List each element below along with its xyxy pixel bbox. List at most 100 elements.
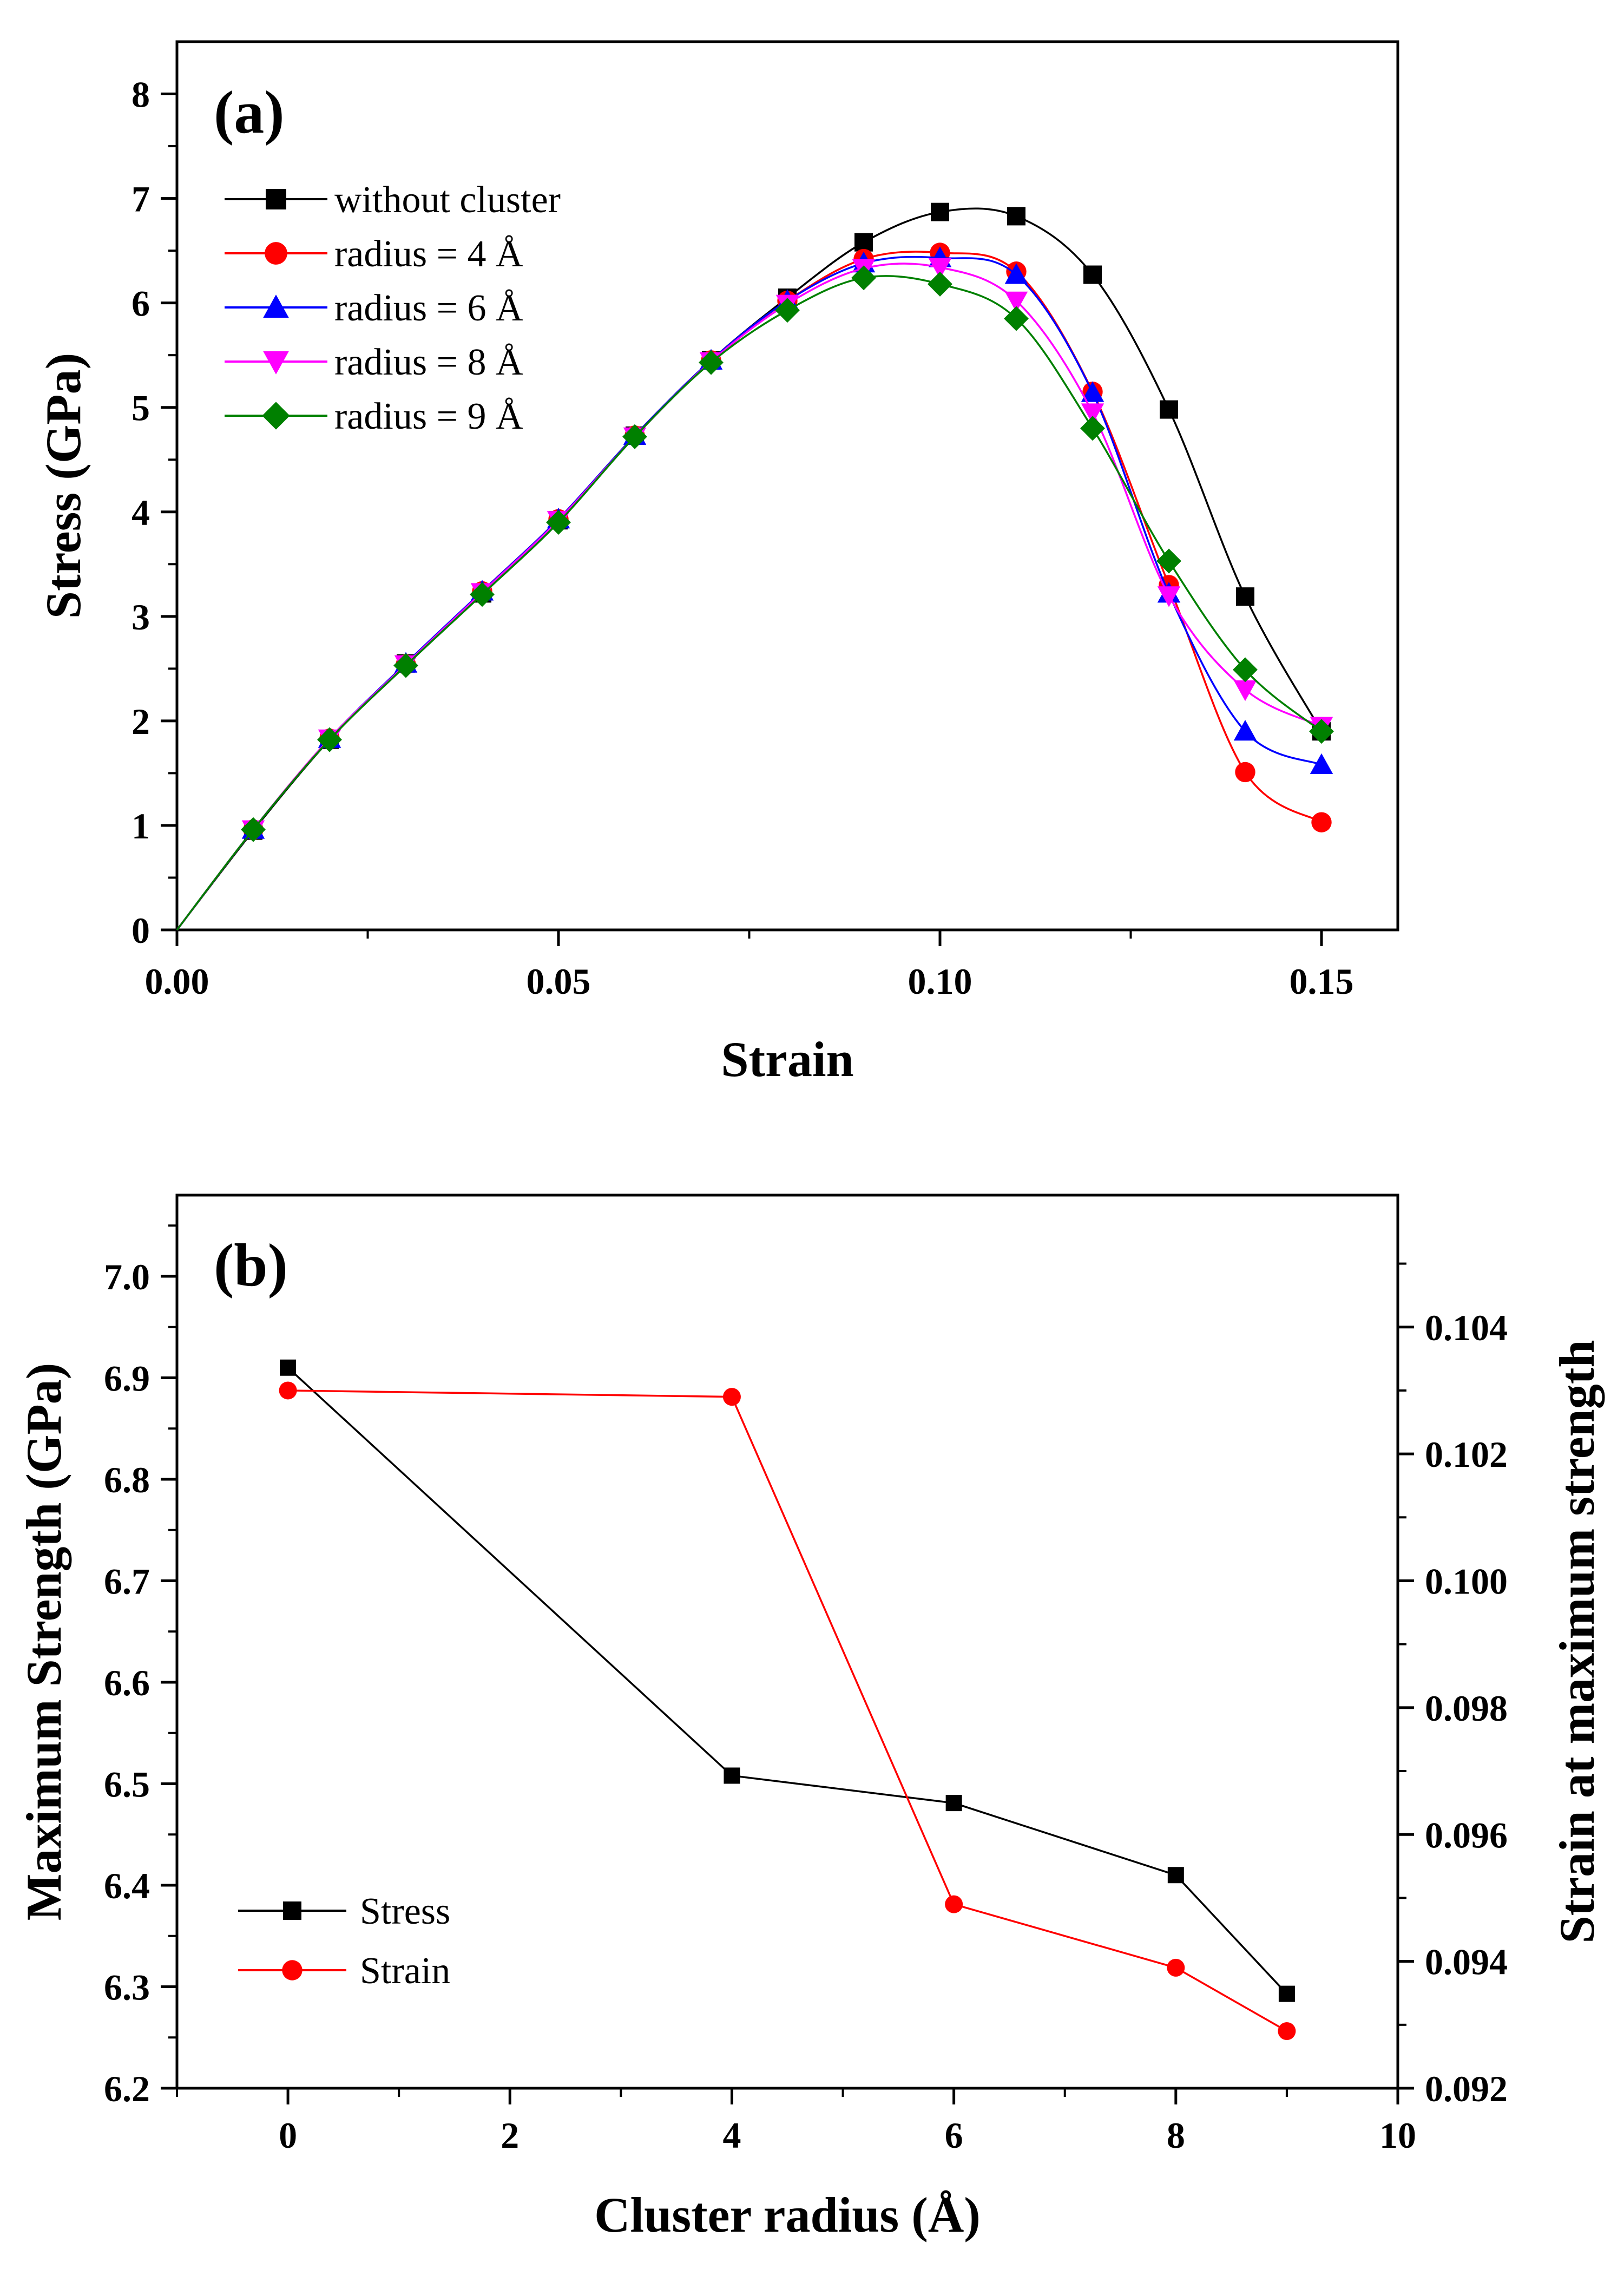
panel-a-data-point xyxy=(1081,381,1104,402)
panel-b-frame xyxy=(175,1193,1399,2090)
panel-b-data-point xyxy=(279,1381,297,1400)
panel-b-series-strain xyxy=(279,1381,1296,2041)
panel-a-data-point xyxy=(851,265,876,291)
panel-b-y-tick-label: 6.2 xyxy=(104,2068,150,2109)
panel-a-data-point xyxy=(1311,812,1332,832)
panel-a-data-point xyxy=(1004,306,1029,331)
panel-b-y-axis-title: Maximum Strength (GPa) xyxy=(16,1363,71,1921)
panel-a-y-tick-label: 4 xyxy=(132,492,150,533)
panel-b-legend-label: Stress xyxy=(360,1891,450,1932)
panel-a-data-point xyxy=(1235,762,1255,783)
panel-b-x-tick-label: 2 xyxy=(501,2115,519,2156)
panel-b-legend-marker xyxy=(282,1960,303,1981)
panel-a-data-point xyxy=(1309,719,1334,744)
panel-a-data-point xyxy=(1156,548,1181,574)
panel-a-legend-label: radius = 9 Å xyxy=(334,396,523,437)
panel-a-x-tick-label: 0.00 xyxy=(145,961,209,1002)
panel-b-label: (b) xyxy=(214,1232,288,1299)
panel-a-data-point xyxy=(317,727,342,752)
panel-a-data-point xyxy=(1236,587,1254,606)
panel-b-y-tick-label: 6.8 xyxy=(104,1459,150,1500)
panel-a-data-point xyxy=(1004,263,1028,284)
panel-a-y-tick-label: 5 xyxy=(132,388,150,429)
panel-b-y2-tick-label: 0.098 xyxy=(1425,1688,1508,1729)
panel-a-x-tick-label: 0.05 xyxy=(527,961,591,1002)
panel-b-data-point xyxy=(1167,1958,1185,1977)
panel-a-legend-label: radius = 4 Å xyxy=(334,233,523,275)
panel-b-x-tick-label: 6 xyxy=(945,2115,963,2156)
panel-a-legend-marker xyxy=(263,351,289,375)
panel-b-y2-tick-label: 0.094 xyxy=(1425,1942,1508,1983)
panel-a-data-point xyxy=(931,202,949,221)
panel-b-y-tick-label: 6.3 xyxy=(104,1967,150,2008)
panel-a-y-tick-label: 1 xyxy=(132,805,150,847)
panel-b-x-tick-label: 4 xyxy=(722,2115,741,2156)
panel-a-y-tick-label: 0 xyxy=(132,910,150,951)
panel-b-legend-label: Strain xyxy=(360,1950,450,1992)
panel-a-data-point xyxy=(393,653,418,678)
panel-a-y-tick-label: 7 xyxy=(132,179,150,220)
panel-b-y-tick-label: 6.9 xyxy=(104,1358,150,1399)
panel-a-data-point xyxy=(854,233,873,252)
panel-b-y2-tick-label: 0.100 xyxy=(1425,1561,1508,1602)
panel-a-series-line xyxy=(176,275,1323,931)
panel-b-data-point xyxy=(724,1767,740,1784)
panel-a-series-radius-9 xyxy=(176,265,1334,931)
panel-a-legend-marker xyxy=(265,242,287,265)
panel-a-stress-strain-chart: 0.00 0.05 0.10 0.15 0 1 2 3 4 5 6 7 8 Strain Stress (G… xyxy=(36,40,1399,1087)
panel-b-x-tick-label: 0 xyxy=(279,2115,297,2156)
panel-a-data-point xyxy=(699,350,724,375)
panel-b-max-strength-chart: 0 2 4 6 8 10 6.2 6.3 6.4 6.5 6.6 6.7 6.8 6.9 7.0 0.092 0… xyxy=(16,1193,1605,2242)
panel-b-y2-tick-label: 0.092 xyxy=(1425,2068,1508,2109)
panel-a-data-point xyxy=(775,298,800,323)
panel-b-data-point xyxy=(945,1895,963,1913)
panel-b-y2-tick-label: 0.104 xyxy=(1425,1307,1508,1348)
panel-a-legend-label: radius = 6 Å xyxy=(334,287,523,329)
panel-b-legend-marker xyxy=(283,1901,301,1920)
panel-b-y-tick-label: 7.0 xyxy=(104,1256,150,1297)
panel-a-legend-label: radius = 8 Å xyxy=(334,342,523,383)
panel-b-data-point xyxy=(722,1388,741,1406)
panel-a-legend: without cluster radius = 4 Å radius = 6 Å r… xyxy=(225,179,561,437)
panel-a-data-point xyxy=(1157,586,1181,607)
panel-a-legend-marker xyxy=(266,189,286,209)
panel-b-y-tick-label: 6.4 xyxy=(104,1865,150,1906)
panel-a-y-tick-label: 6 xyxy=(132,283,150,324)
panel-a-y-axis-title: Stress (GPa) xyxy=(36,353,91,619)
panel-a-data-point xyxy=(546,510,571,535)
panel-a-data-point xyxy=(1160,400,1178,419)
panel-b-data-point xyxy=(1167,1867,1184,1884)
panel-b-x-tick-label: 10 xyxy=(1379,2115,1416,2156)
panel-b-series-stress xyxy=(280,1359,1295,2002)
panel-b-data-point xyxy=(280,1359,297,1376)
panel-b-y-tick-label: 6.6 xyxy=(104,1662,150,1703)
panel-a-frame xyxy=(175,40,1399,932)
panel-b-data-point xyxy=(945,1795,962,1812)
panel-a-data-point xyxy=(1233,719,1257,741)
panel-a-data-point xyxy=(1004,291,1028,313)
panel-b-y-tick-label: 6.7 xyxy=(104,1561,150,1602)
panel-b-legend: Stress Strain xyxy=(238,1891,450,1992)
panel-a-data-point xyxy=(1081,403,1104,424)
panel-b-x-axis-title: Cluster radius (Å) xyxy=(594,2187,981,2242)
panel-a-label: (a) xyxy=(214,79,285,146)
panel-a-data-point xyxy=(1310,753,1333,774)
panel-b-x-tick-label: 8 xyxy=(1167,2115,1185,2156)
panel-a-x-tick-label: 0.15 xyxy=(1290,961,1354,1002)
panel-a-data-point xyxy=(241,817,266,842)
panel-a-data-point xyxy=(1083,265,1102,284)
panel-b-y2-axis-title: Strain at maximum strength xyxy=(1549,1340,1605,1943)
panel-a-data-point xyxy=(1007,207,1025,226)
panel-a-data-point xyxy=(1233,657,1258,683)
panel-a-x-axis-title: Strain xyxy=(721,1032,853,1087)
panel-a-legend-marker xyxy=(262,402,290,430)
panel-a-data-point xyxy=(470,582,495,607)
panel-a-legend-marker xyxy=(263,294,289,318)
panel-a-data-point xyxy=(1233,680,1257,701)
panel-a-y-tick-label: 3 xyxy=(132,596,150,638)
panel-a-y-tick-label: 8 xyxy=(132,74,150,115)
panel-a-data-point xyxy=(1080,416,1105,441)
panel-a-legend-label: without cluster xyxy=(334,179,561,221)
panel-b-y2-tick-label: 0.096 xyxy=(1425,1814,1508,1855)
panel-a-data-point xyxy=(928,271,952,297)
